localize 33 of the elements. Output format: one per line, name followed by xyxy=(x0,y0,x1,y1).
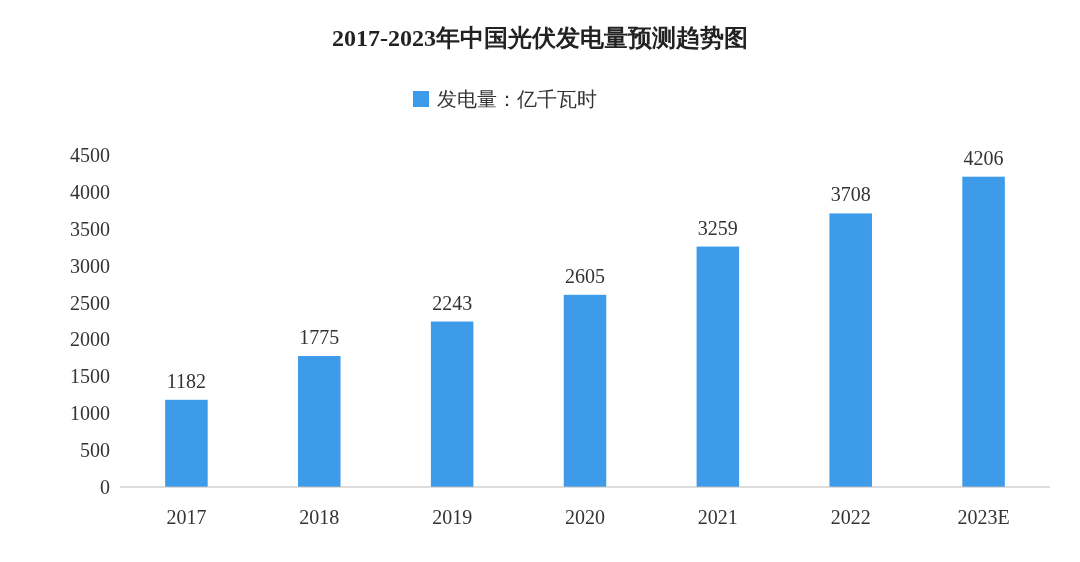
x-tick-label: 2018 xyxy=(299,506,340,528)
data-label: 4206 xyxy=(963,146,1004,169)
y-tick-label: 2000 xyxy=(70,328,110,351)
data-label: 1182 xyxy=(166,369,207,392)
y-tick-label: 1000 xyxy=(70,402,110,425)
bar xyxy=(829,213,872,487)
bar xyxy=(962,176,1005,487)
data-label: 3259 xyxy=(697,216,738,239)
data-label: 2605 xyxy=(565,264,605,287)
data-label: 3708 xyxy=(830,183,871,206)
x-tick-label: 2019 xyxy=(432,506,473,528)
data-label: 1775 xyxy=(299,326,340,349)
bar xyxy=(696,246,740,487)
y-tick-label: 1500 xyxy=(70,365,110,388)
y-tick-label: 4500 xyxy=(70,144,110,166)
data-label: 2243 xyxy=(432,291,473,314)
x-tick-label: 2017 xyxy=(166,506,207,528)
y-tick-label: 3000 xyxy=(70,254,110,277)
y-tick-label: 2500 xyxy=(70,291,110,314)
x-tick-label: 2023E xyxy=(957,506,1010,528)
bar xyxy=(430,321,474,487)
x-tick-label: 2020 xyxy=(565,506,605,528)
y-tick-label: 500 xyxy=(80,439,110,462)
bar xyxy=(563,294,607,487)
y-tick-label: 4000 xyxy=(70,180,110,203)
x-tick-label: 2021 xyxy=(697,506,738,528)
y-tick-label: 3500 xyxy=(70,217,110,240)
chart-title: 2017-2023年中国光伏发电量预测趋势图 xyxy=(332,25,748,51)
x-tick-label: 2022 xyxy=(830,506,871,528)
legend: 发电量：亿千瓦时 xyxy=(413,88,597,110)
bar xyxy=(165,399,208,487)
y-tick-label: 0 xyxy=(100,476,110,498)
bar xyxy=(298,356,341,487)
